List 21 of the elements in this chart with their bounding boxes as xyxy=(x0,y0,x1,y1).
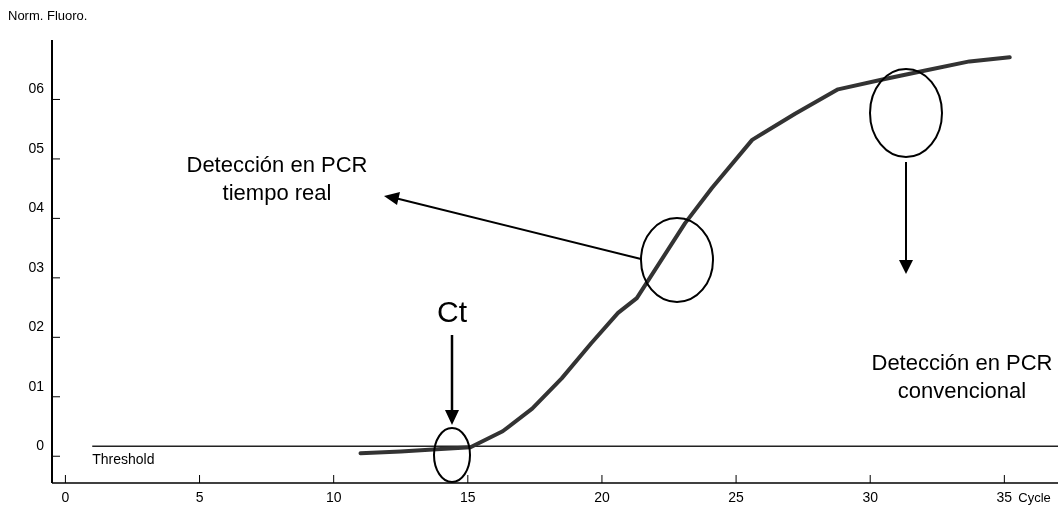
y-tick-label: 06 xyxy=(28,80,45,97)
ref-line-label: Threshold xyxy=(92,451,155,468)
x-tick-label: 5 xyxy=(195,489,204,505)
annotation: Detección en PCR tiempo real xyxy=(186,152,368,205)
x-tick-label: 20 xyxy=(594,489,610,505)
y-tick-label: 04 xyxy=(28,199,45,216)
x-tick-label: 30 xyxy=(862,489,879,505)
y-tick-label: 01 xyxy=(28,377,45,394)
y-axis-title: Norm. Fluoro. xyxy=(8,8,88,23)
y-tick-label: 02 xyxy=(28,318,45,335)
x-tick-label: 0 xyxy=(61,489,70,505)
x-tick-label: 35 xyxy=(996,489,1013,505)
x-tick-label: 15 xyxy=(460,489,476,505)
annotation: Ct xyxy=(437,295,468,328)
y-tick-label: 03 xyxy=(28,258,45,275)
annotation: Detección en PCR convencional xyxy=(871,350,1053,403)
x-tick-label: 25 xyxy=(728,489,745,505)
y-tick-label: 05 xyxy=(28,139,45,156)
x-axis-title: Cycle xyxy=(1018,490,1051,505)
x-tick-label: 10 xyxy=(325,489,342,505)
y-tick-label: 0 xyxy=(36,437,45,454)
